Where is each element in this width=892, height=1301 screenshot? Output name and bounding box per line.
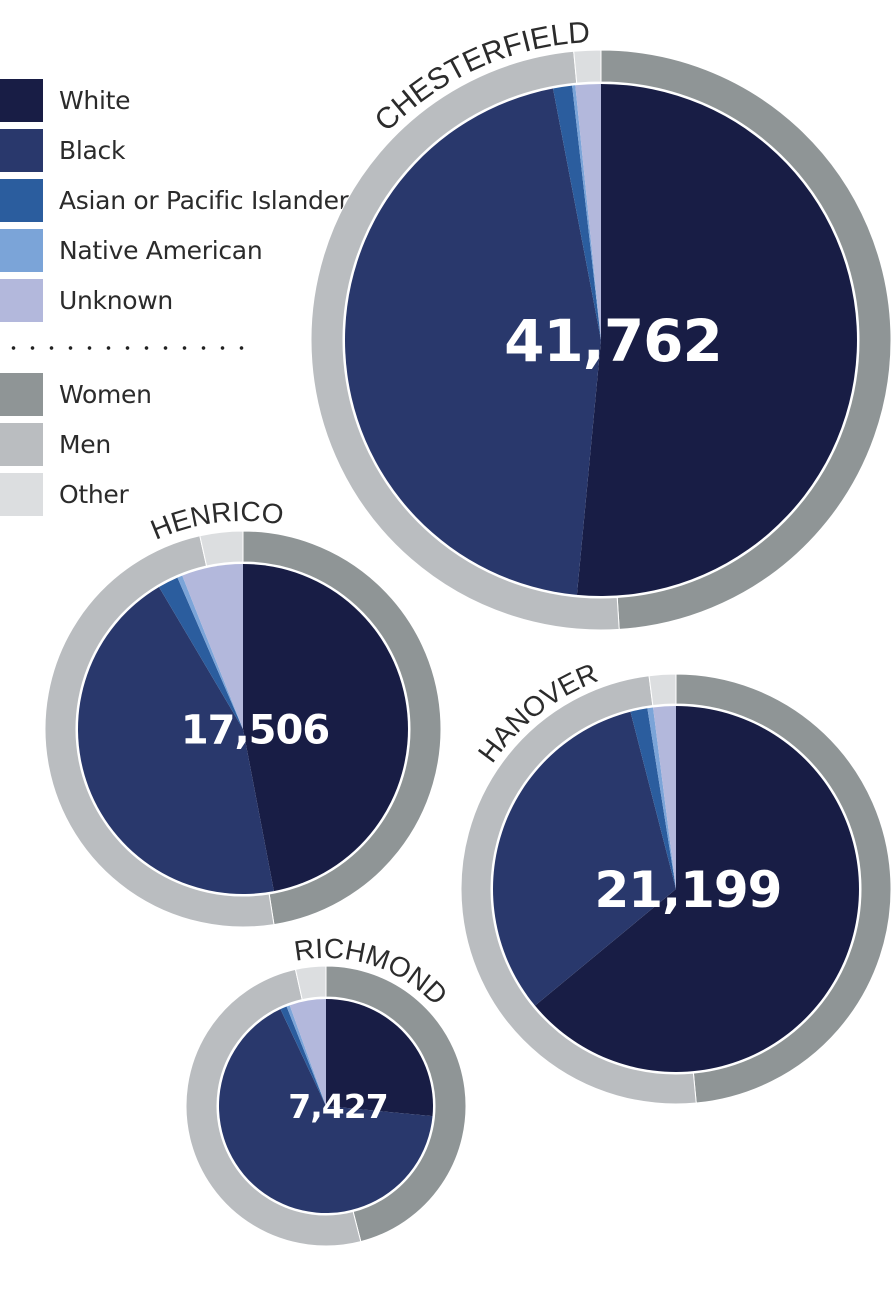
pie-slice-white-henrico [243, 564, 408, 892]
pie-slice-asian-or-pacific-islander-henrico [159, 577, 243, 729]
ring-segment-other-hanover [648, 673, 677, 707]
ring-segment-other-henrico [199, 530, 244, 567]
pie-slice-native-american-hanover [647, 707, 676, 889]
ring-segment-men-hanover [460, 675, 697, 1105]
pie-slice-asian-or-pacific-islander-hanover [630, 708, 676, 889]
ring-segment-men-henrico [44, 535, 275, 928]
pie-slice-black-hanover [492, 711, 676, 1006]
legend-item-black: Black [0, 128, 125, 172]
pie-slice-black-henrico [78, 586, 274, 894]
legend-item-unknown: Unknown [0, 278, 173, 322]
legend-label-native-american: Native American [59, 235, 263, 265]
legend-swatch-men [0, 422, 43, 466]
legend-item-white: White [0, 78, 131, 122]
legend-swatch-women [0, 372, 43, 416]
pie-slice-native-american-henrico [177, 575, 243, 729]
legend-swatch-asian [0, 178, 43, 222]
legend-divider [4, 346, 244, 350]
pie-slice-unknown-hanover [653, 706, 676, 889]
ring-segment-women-hanover [675, 673, 892, 1104]
legend-swatch-native-american [0, 228, 43, 272]
legend-item-asian: Asian or Pacific Islander [0, 178, 349, 222]
ring-segment-other-chesterfield [573, 49, 602, 84]
legend-swatch-other [0, 472, 43, 516]
legend-label-white: White [59, 85, 131, 115]
legend-item-native-american: Native American [0, 228, 263, 272]
legend-swatch-white [0, 78, 43, 122]
pie-slice-unknown-richmond [289, 999, 326, 1106]
total-richmond: 7,427 [288, 1087, 387, 1126]
pie-slice-white-richmond [326, 999, 433, 1117]
ring-segment-other-richmond [294, 965, 327, 1001]
legend-swatch-unknown [0, 278, 43, 322]
legend-label-black: Black [59, 135, 126, 165]
legend-label-women: Women [59, 379, 152, 409]
legend-item-women: Women [0, 372, 152, 416]
pie-slice-black-chesterfield [344, 88, 601, 595]
legend-label-unknown: Unknown [59, 285, 173, 315]
pie-slice-white-hanover [534, 706, 860, 1073]
ring-segment-men-chesterfield [310, 50, 620, 631]
ring-segment-men-richmond [185, 968, 362, 1247]
legend-label-asian: Asian or Pacific Islander [59, 185, 349, 215]
legend-item-men: Men [0, 422, 111, 466]
pie-slice-unknown-henrico [182, 564, 243, 729]
legend-item-other: Other [0, 472, 129, 516]
ring-segment-women-henrico [242, 530, 442, 926]
pie-slice-unknown-chesterfield [575, 84, 601, 340]
ring-segment-women-richmond [325, 965, 467, 1243]
pie-slice-native-american-chesterfield [572, 85, 601, 340]
legend-label-other: Other [59, 479, 129, 509]
total-hanover: 21,199 [595, 861, 782, 919]
pie-slice-asian-or-pacific-islander-chesterfield [553, 85, 601, 341]
pie-slice-asian-or-pacific-islander-richmond [280, 1006, 326, 1106]
total-henrico: 17,506 [181, 707, 329, 753]
pie-slice-black-richmond [218, 1009, 433, 1214]
legend-swatch-black [0, 128, 43, 172]
total-chesterfield: 41,762 [504, 307, 722, 375]
pie-slice-native-american-richmond [286, 1005, 326, 1106]
legend-label-men: Men [59, 429, 111, 459]
pie-slice-white-chesterfield [576, 84, 857, 596]
